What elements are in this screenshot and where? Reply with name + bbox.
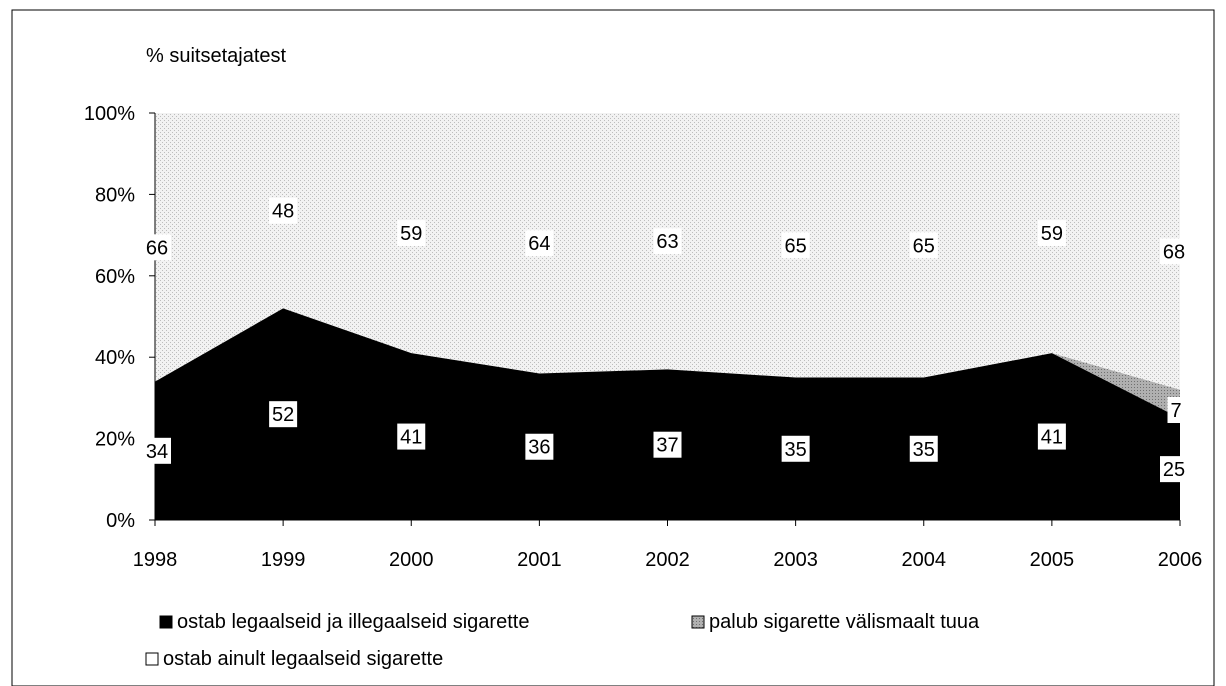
legend-label: ostab ainult legaalseid sigarette [163, 648, 443, 670]
data-label: 63 [653, 228, 682, 255]
svg-text:66: 66 [146, 237, 168, 259]
svg-text:59: 59 [400, 223, 422, 245]
svg-text:41: 41 [400, 427, 422, 449]
legend-label: ostab legaalseid ja illegaalseid sigaret… [177, 611, 529, 633]
data-label: 25 [1160, 456, 1188, 483]
y-tick-label: 40% [95, 347, 135, 369]
data-label: 41 [397, 423, 426, 450]
legend-item: ostab legaalseid ja illegaalseid sigaret… [159, 611, 529, 633]
y-tick-label: 100% [84, 103, 135, 125]
data-label: 64 [525, 230, 554, 257]
svg-text:65: 65 [785, 235, 807, 257]
data-label: 59 [1037, 220, 1066, 247]
x-tick-label: 2003 [773, 549, 818, 571]
legend: ostab legaalseid ja illegaalseid sigaret… [145, 611, 980, 670]
svg-text:36: 36 [528, 437, 550, 459]
data-label: 7 [1167, 397, 1185, 424]
x-tick-label: 1999 [261, 549, 306, 571]
data-label: 65 [781, 232, 810, 259]
data-label: 34 [143, 437, 171, 464]
x-tick-label: 2005 [1030, 549, 1075, 571]
x-tick-label: 2001 [517, 549, 562, 571]
data-label: 37 [653, 431, 682, 458]
svg-text:63: 63 [656, 231, 678, 253]
plot-area: 0% 20% 40% 60% 80% 100% 1998 1999 2000 2001 2002 20… [84, 103, 1202, 571]
svg-text:48: 48 [272, 201, 294, 223]
y-tick-label: 20% [95, 429, 135, 451]
legend-item: palub sigarette välismaalt tuua [691, 611, 980, 633]
data-label: 68 [1160, 238, 1188, 265]
series-legal-illegal-area [155, 308, 1180, 520]
data-label: 35 [781, 435, 810, 462]
y-tick-label: 60% [95, 266, 135, 288]
legend-item: ostab ainult legaalseid sigarette [145, 648, 443, 670]
svg-text:7: 7 [1170, 400, 1181, 422]
svg-text:34: 34 [146, 441, 168, 463]
data-label: 65 [909, 232, 938, 259]
data-label: 35 [909, 435, 938, 462]
svg-text:35: 35 [785, 439, 807, 461]
data-label: 36 [525, 433, 554, 460]
svg-text:52: 52 [272, 404, 294, 426]
legend-swatch [159, 615, 173, 629]
svg-text:35: 35 [913, 439, 935, 461]
svg-text:68: 68 [1163, 241, 1185, 263]
y-axis-title: % suitsetajatest [146, 45, 287, 67]
x-tick-label: 2002 [645, 549, 690, 571]
x-tick-label: 2000 [389, 549, 434, 571]
svg-text:25: 25 [1163, 459, 1185, 481]
x-tick-label: 1998 [133, 549, 178, 571]
x-tick-label: 2006 [1158, 549, 1203, 571]
svg-text:65: 65 [913, 235, 935, 257]
y-tick-label: 80% [95, 184, 135, 206]
data-label: 59 [397, 220, 426, 247]
data-label: 66 [143, 234, 171, 261]
legend-swatch [691, 615, 705, 629]
svg-text:59: 59 [1041, 223, 1063, 245]
svg-text:41: 41 [1041, 427, 1063, 449]
data-label: 41 [1037, 423, 1066, 450]
legend-swatch [145, 652, 159, 666]
data-label: 52 [269, 401, 298, 428]
data-label: 48 [269, 197, 298, 224]
x-tick-label: 2004 [902, 549, 947, 571]
y-tick-label: 0% [106, 510, 135, 532]
svg-text:64: 64 [528, 233, 550, 255]
legend-label: palub sigarette välismaalt tuua [709, 611, 980, 633]
svg-text:37: 37 [656, 435, 678, 457]
